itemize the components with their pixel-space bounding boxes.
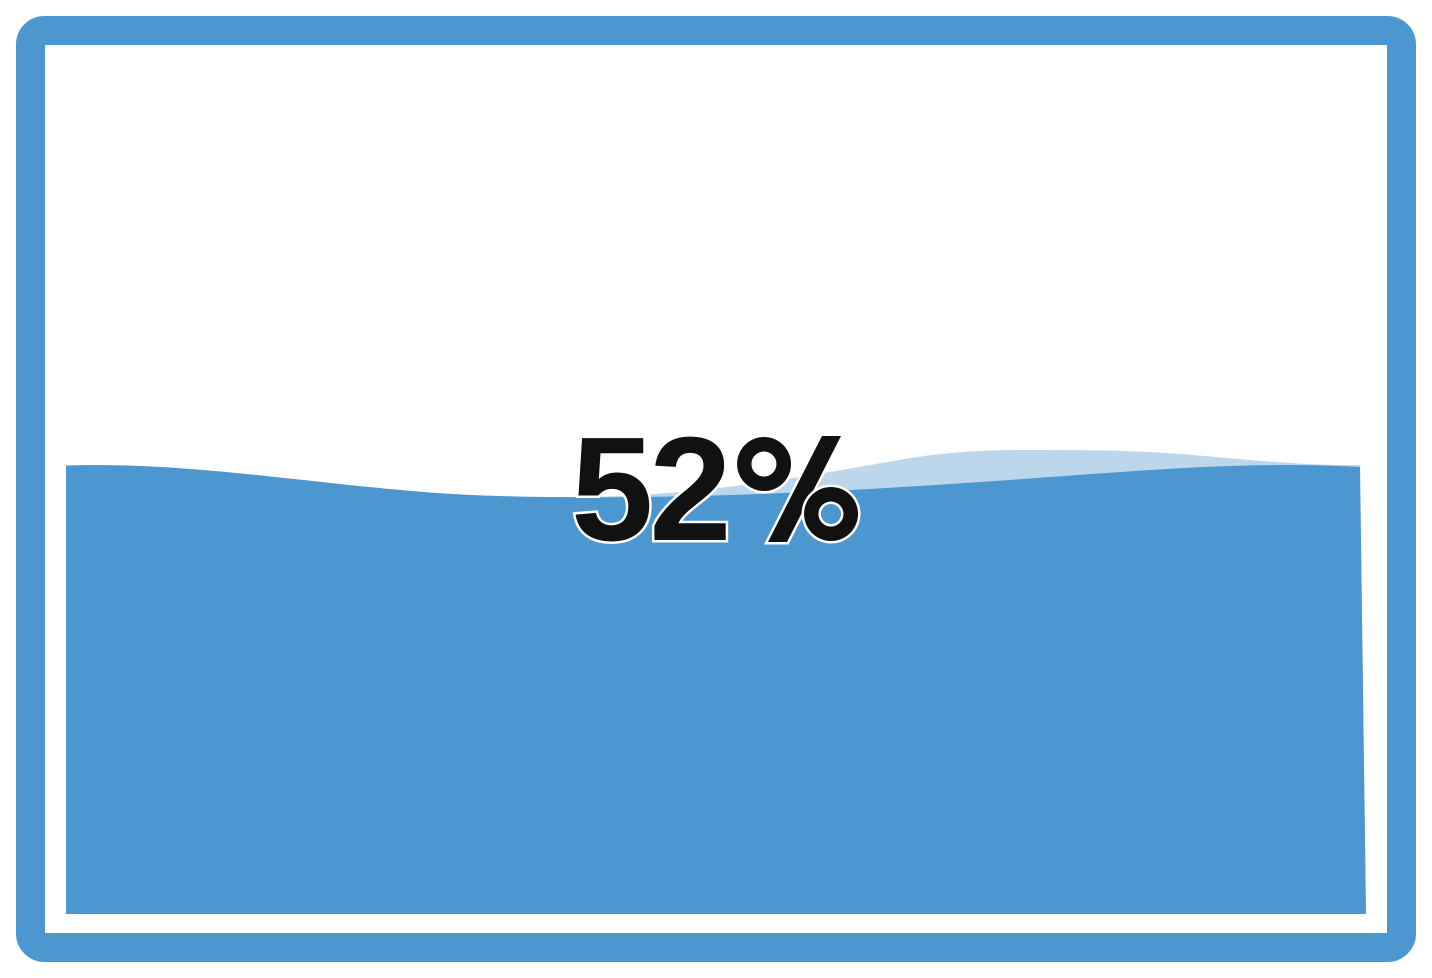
svg-text:52: 52 — [571, 407, 728, 572]
